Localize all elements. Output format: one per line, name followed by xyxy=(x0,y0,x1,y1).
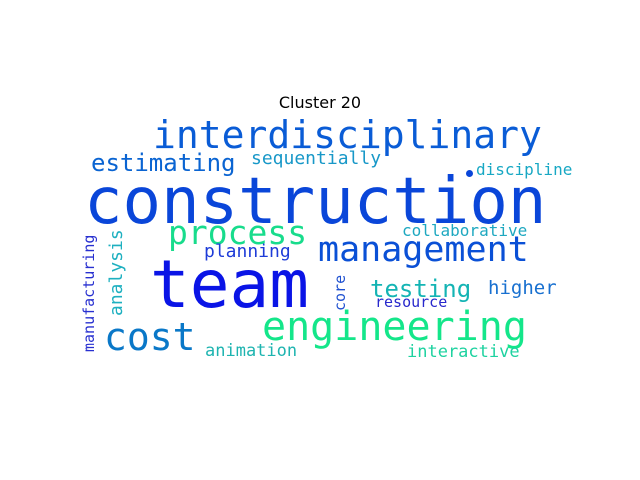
word-engineering: engineering xyxy=(262,304,527,350)
word-sequentially: sequentially xyxy=(251,148,382,169)
chart-title: Cluster 20 xyxy=(278,93,362,112)
word-management: management xyxy=(318,230,529,270)
word-collaborative: collaborative xyxy=(402,221,528,240)
word-discipline: discipline xyxy=(476,160,573,179)
word-process: process xyxy=(168,213,308,252)
word-testing: testing xyxy=(370,275,472,303)
word-cost: cost xyxy=(104,315,196,359)
word-planning: planning xyxy=(204,241,291,262)
word-estimating: estimating xyxy=(91,149,236,177)
word-interdisciplinary: interdisciplinary xyxy=(153,113,542,157)
word-analysis: analysis xyxy=(106,229,127,316)
word-animation: animation xyxy=(205,341,298,361)
word-resource: resource xyxy=(375,293,448,311)
word-manufacturing: manufacturing xyxy=(80,234,98,352)
word-construction: construction xyxy=(84,165,547,239)
dot-mark xyxy=(466,170,473,177)
word-higher: higher xyxy=(488,277,557,299)
word-core: core xyxy=(331,274,349,311)
word-interactive: interactive xyxy=(407,342,520,362)
word-team: team xyxy=(150,246,309,323)
